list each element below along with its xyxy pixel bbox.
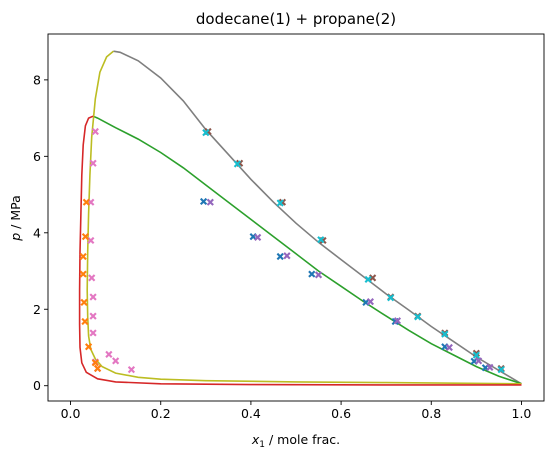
- marker-point-5-4: [87, 236, 95, 245]
- marker-point-1-3: [276, 252, 284, 261]
- marker-point-3-4: [317, 236, 325, 244]
- marker-point-4-7: [445, 343, 453, 352]
- marker-point-5-11: [105, 350, 113, 358]
- marker-point-6-8: [91, 359, 99, 367]
- marker-point-3-1: [202, 129, 210, 137]
- y-tick-label: 0: [33, 378, 41, 393]
- marker-point-5-13: [127, 366, 136, 374]
- marker-point-6-4: [79, 270, 87, 278]
- x-tick-label: 0.6: [331, 406, 351, 421]
- marker-point-4-1: [206, 198, 214, 206]
- y-tick-label: 2: [33, 302, 41, 317]
- marker-point-3-5: [364, 275, 372, 284]
- x-tick-label: 0.4: [241, 406, 261, 421]
- marker-point-5-6: [89, 293, 97, 301]
- marker-point-5-7: [89, 312, 97, 320]
- marker-point-5-8: [89, 329, 97, 337]
- marker-point-4-3: [283, 252, 291, 260]
- marker-point-3-6: [387, 294, 395, 302]
- marker-point-5-5: [88, 274, 96, 282]
- marker-point-4-8: [475, 357, 483, 365]
- marker-point-3-8: [441, 330, 449, 338]
- marker-point-4-2: [254, 233, 262, 241]
- marker-point-4-6: [393, 317, 402, 325]
- marker-point-1-4: [308, 270, 316, 278]
- marker-point-5-12: [112, 357, 120, 365]
- marker-point-2-9: [472, 349, 480, 357]
- y-tick-label: 4: [33, 225, 41, 240]
- marker-point-6-7: [84, 343, 93, 351]
- y-tick-label: 6: [33, 149, 41, 164]
- y-axis: 0 2 4 6 8: [33, 72, 48, 393]
- marker-point-6-9: [94, 364, 102, 373]
- marker-point-6-3: [79, 252, 87, 261]
- marker-point-4-5: [366, 298, 374, 306]
- plot-frame: [47, 33, 545, 402]
- series-curve-3: [86, 50, 522, 385]
- x-tick-label: 0.0: [61, 406, 81, 421]
- chart-title: dodecane(1) + propane(2): [196, 10, 396, 28]
- x-axis-label: x1 / mole frac.: [251, 432, 340, 450]
- series-curve-1: [113, 50, 522, 385]
- marker-point-5-1: [91, 127, 99, 136]
- series-curve-4: [78, 115, 522, 386]
- marker-point-6-1: [82, 198, 90, 206]
- marker-point-6-5: [80, 298, 88, 306]
- marker-point-4-9: [486, 363, 494, 371]
- plot-area: [78, 50, 522, 386]
- marker-point-5-2: [89, 159, 97, 167]
- series-curve-2: [92, 115, 522, 385]
- marker-point-3-9: [472, 351, 480, 359]
- x-tick-label: 1.0: [512, 406, 532, 421]
- marker-point-3-3: [276, 199, 284, 207]
- marker-point-6-6: [81, 317, 89, 326]
- x-tick-label: 0.8: [421, 406, 441, 421]
- x-axis: 0.0 0.2 0.4 0.6 0.8 1.0: [61, 401, 532, 421]
- marker-point-2-5: [369, 274, 377, 282]
- marker-point-3-7: [414, 313, 422, 321]
- marker-point-6-2: [81, 233, 90, 241]
- marker-point-4-4: [314, 271, 323, 279]
- marker-point-3-2: [233, 160, 241, 168]
- x-tick-label: 0.2: [151, 406, 171, 421]
- y-axis-label: p / MPa: [8, 195, 23, 242]
- marker-point-1-1: [199, 197, 208, 206]
- y-tick-label: 8: [33, 72, 41, 87]
- marker-point-3-10: [497, 366, 505, 374]
